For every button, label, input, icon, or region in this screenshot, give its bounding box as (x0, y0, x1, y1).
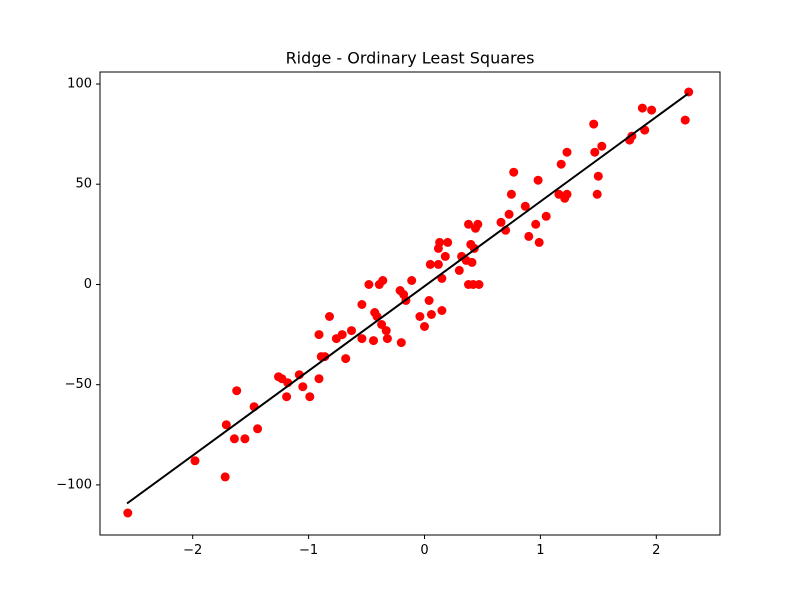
data-point (378, 276, 388, 285)
x-tick-label: −1 (299, 543, 318, 558)
data-point (420, 322, 429, 331)
data-point (531, 219, 541, 229)
data-point (533, 175, 543, 185)
x-tick-label: 2 (652, 543, 660, 558)
data-point (520, 201, 530, 211)
data-point (232, 386, 242, 396)
data-point (592, 189, 602, 199)
data-point (229, 434, 239, 444)
x-tick-label: 1 (536, 543, 544, 558)
data-point (325, 312, 334, 321)
data-point (357, 334, 367, 344)
data-point (467, 257, 477, 267)
y-tick-label: −100 (56, 477, 92, 492)
data-point (240, 434, 250, 444)
data-point (382, 334, 392, 344)
data-point (298, 382, 308, 392)
axes: −2 −1 0 1 2 −100 −50 0 50 100 (56, 71, 721, 558)
data-point (253, 424, 263, 434)
data-point (190, 456, 200, 466)
plot-area (123, 87, 694, 518)
data-point (424, 296, 434, 305)
data-point (347, 326, 356, 336)
data-point (637, 103, 647, 113)
data-point (437, 306, 447, 315)
data-point (443, 237, 453, 247)
chart-title: Ridge - Ordinary Least Squares (286, 49, 535, 68)
y-tick-label: 50 (75, 177, 92, 192)
data-point (597, 141, 607, 151)
data-point (562, 189, 572, 199)
data-point (435, 237, 445, 247)
data-point (473, 219, 483, 229)
data-point (496, 217, 506, 227)
data-point (415, 312, 425, 321)
data-point (314, 330, 324, 340)
data-point (541, 211, 551, 221)
data-point (556, 159, 566, 169)
data-point (562, 147, 572, 157)
data-point (474, 280, 484, 289)
data-point (320, 352, 330, 362)
regression-line (126, 92, 689, 505)
y-tick-label: 100 (67, 77, 92, 92)
data-point (305, 392, 315, 402)
data-point (440, 251, 450, 261)
data-point (524, 231, 534, 241)
data-point (282, 392, 292, 402)
axes-frame (99, 71, 721, 536)
data-point (589, 119, 599, 129)
data-point (123, 508, 133, 518)
data-point (534, 237, 544, 247)
data-point (647, 105, 657, 115)
data-point (506, 189, 516, 199)
y-tick-label: 0 (84, 277, 92, 292)
y-tick-label: −50 (65, 377, 92, 392)
data-point (221, 420, 231, 430)
data-point (426, 310, 436, 319)
data-point (314, 374, 324, 384)
data-point (454, 265, 464, 275)
data-point (341, 354, 351, 364)
data-point (590, 147, 600, 157)
data-point (509, 167, 519, 177)
data-point (377, 320, 387, 329)
data-point (407, 276, 417, 285)
data-point (357, 300, 367, 309)
data-point (337, 330, 347, 340)
data-point (433, 259, 443, 269)
data-point (425, 259, 435, 269)
data-point (369, 336, 378, 346)
data-point (464, 219, 473, 229)
x-tick-label: 0 (420, 543, 428, 558)
data-point (364, 280, 374, 289)
data-point (381, 326, 391, 336)
data-point (504, 209, 514, 219)
x-tick-label: −2 (183, 543, 202, 558)
data-point (396, 338, 406, 348)
data-point (680, 115, 690, 125)
data-point (593, 171, 603, 181)
data-point (220, 472, 230, 482)
